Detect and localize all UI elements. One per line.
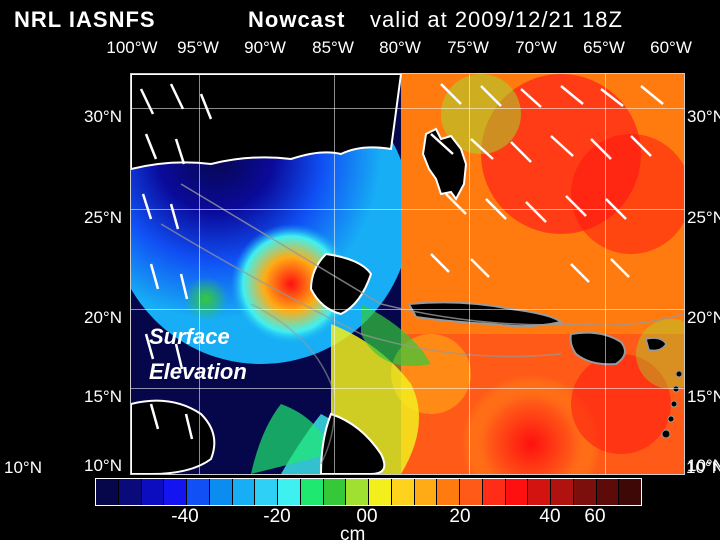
contour-field — [131, 74, 684, 474]
valid-time-label: valid at 2009/12/21 18Z — [370, 7, 623, 33]
mode-label: Nowcast — [248, 7, 345, 33]
nrl-iasnfs-map: NRL IASNFS Nowcast valid at 2009/12/21 1… — [0, 0, 720, 540]
latitude-axis-right: 30°N 25°N 20°N 15°N 10°N — [685, 73, 720, 473]
grid-line-85w — [334, 74, 335, 474]
sea-surface-height-map[interactable]: Surface Elevation — [130, 73, 685, 475]
grid-line-25n — [131, 209, 684, 210]
latitude-edge-left: 10°N — [4, 458, 42, 478]
colorbar-ticks: -40 -20 00 20 40 60 — [95, 506, 640, 526]
grid-line-15n — [131, 388, 684, 389]
longitude-axis: 100°W 95°W 90°W 85°W 80°W 75°W 70°W 65°W… — [130, 38, 683, 58]
latitude-edge-right: 10°N — [686, 458, 720, 478]
latitude-axis-left: 30°N 25°N 20°N 15°N 10°N — [0, 73, 128, 473]
title-label: NRL IASNFS — [14, 7, 156, 33]
grid-line-30n — [131, 108, 684, 109]
grid-line-20n — [131, 309, 684, 310]
grid-line-95w — [199, 74, 200, 474]
header-bar: NRL IASNFS Nowcast valid at 2009/12/21 1… — [0, 6, 720, 34]
surface-elevation-label-line1: Surface — [149, 324, 230, 350]
colorbar-unit-label: cm — [340, 524, 365, 540]
colorbar-container[interactable]: -40 -20 00 20 40 60 — [95, 478, 640, 526]
surface-elevation-label-line2: Elevation — [149, 359, 247, 385]
colorbar-gradient — [95, 478, 642, 506]
grid-line-75w — [469, 74, 470, 474]
grid-line-65w — [605, 74, 606, 474]
